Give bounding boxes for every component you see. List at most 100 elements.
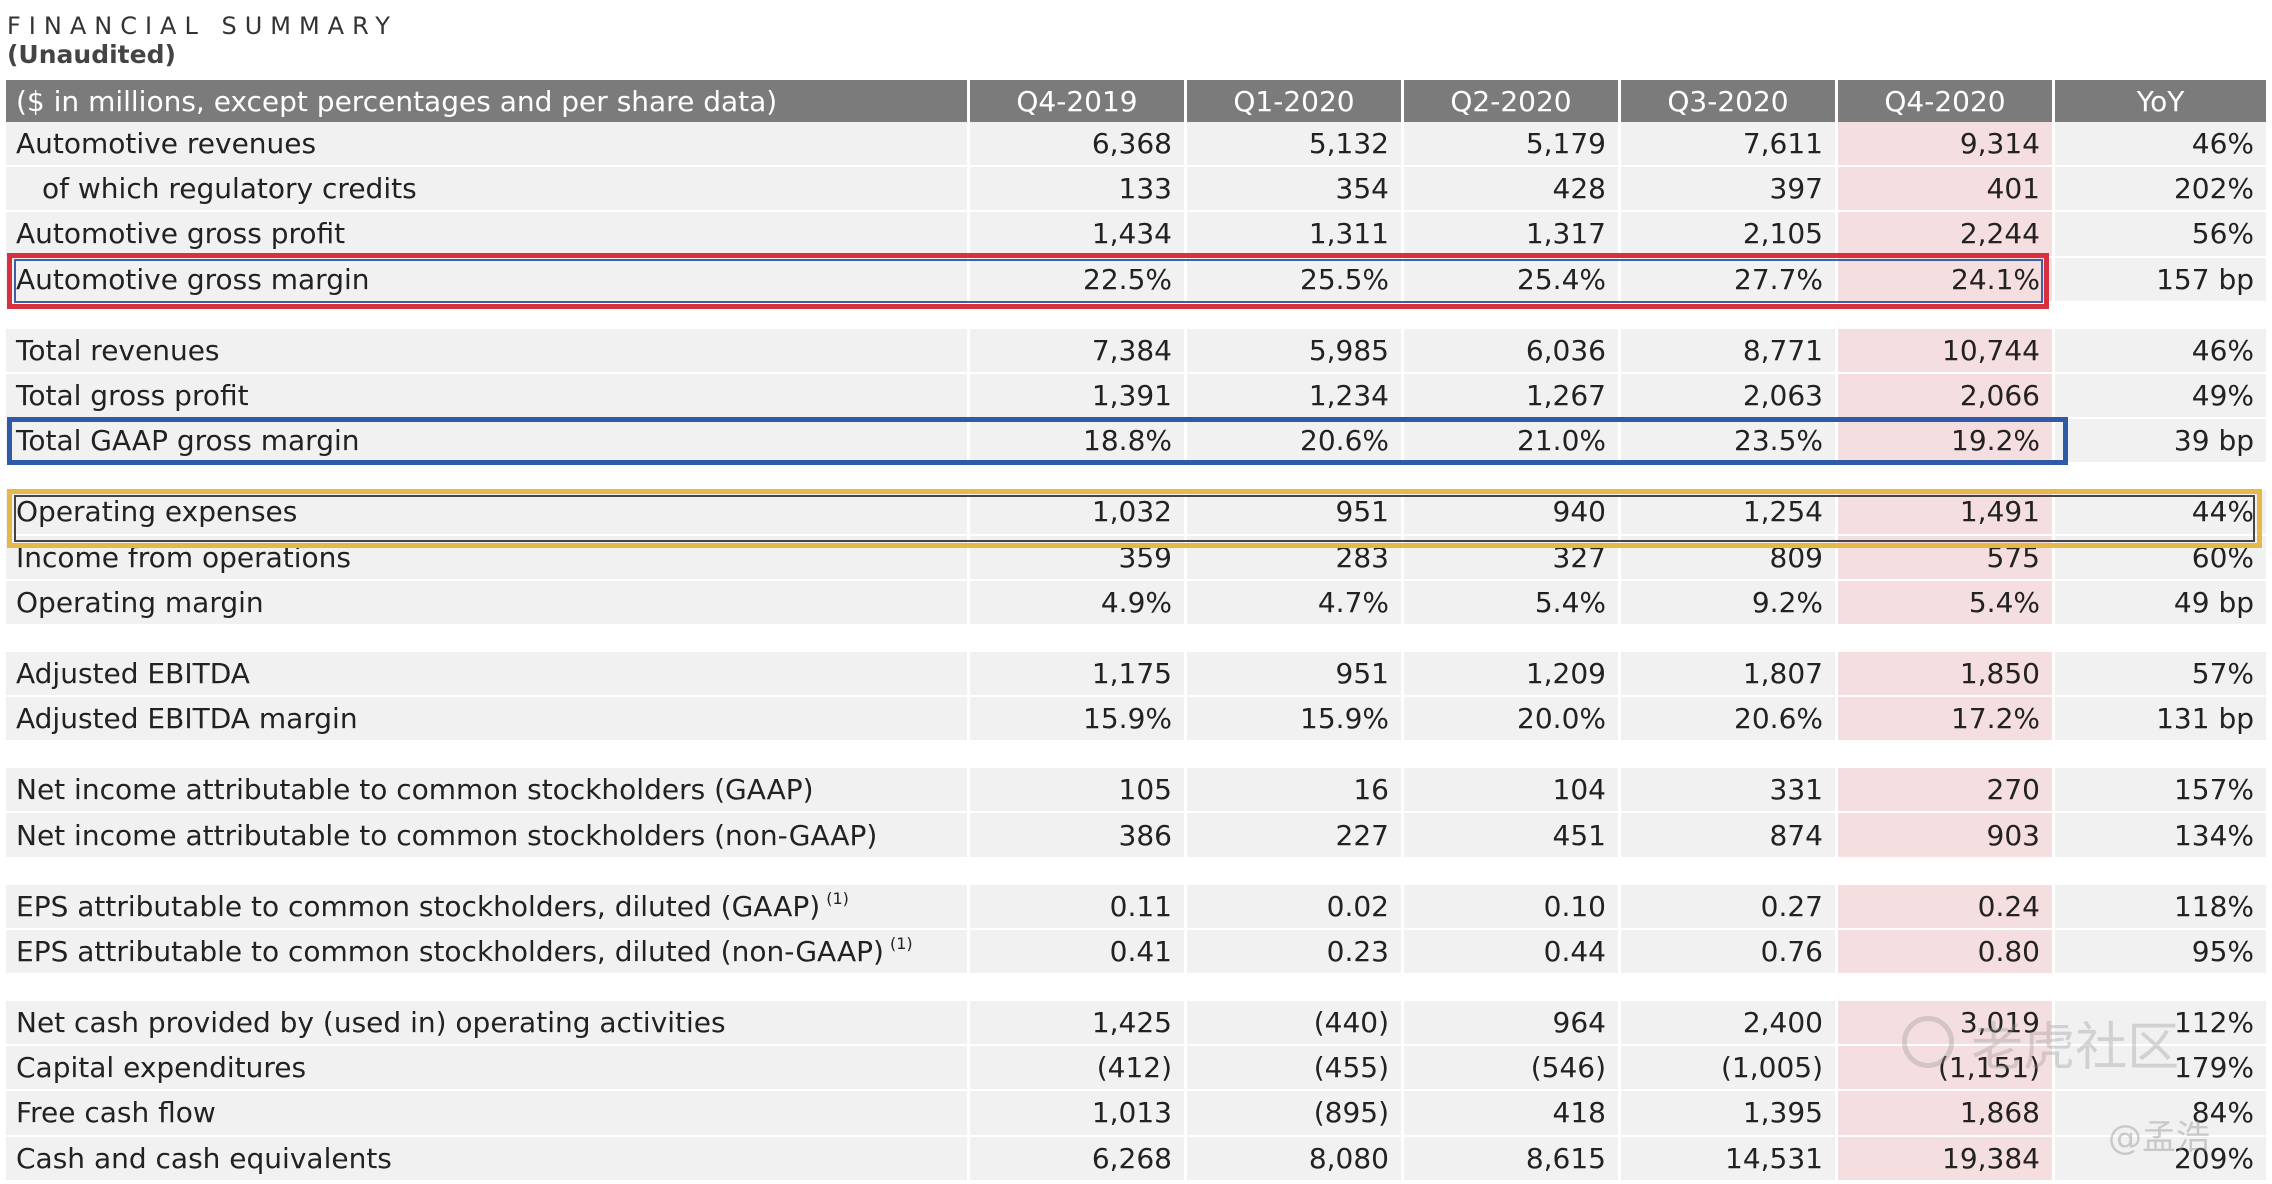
cell-q1-2020: 354 xyxy=(1184,167,1401,213)
table-row: Cash and cash equivalents 6,268 8,080 8,615… xyxy=(6,1136,2266,1182)
row-label-text: Net income attributable to common stockh… xyxy=(16,773,814,807)
cell-q4-2019: 6,268 xyxy=(967,1136,1184,1182)
table-header: ($ in millions, except percentages and p… xyxy=(6,80,2266,122)
cell-q4-2019: 1,032 xyxy=(967,490,1184,536)
row-label-text: of which regulatory credits xyxy=(42,172,417,206)
table-row: Total revenues 7,384 5,985 6,036 8,771 10,744… xyxy=(6,328,2266,374)
row-label: Automotive gross profit xyxy=(6,212,967,258)
cell-yoy: 131 bp xyxy=(2052,697,2266,743)
cell-q3-2020: 9.2% xyxy=(1618,580,1835,626)
cell-q1-2020: 227 xyxy=(1184,813,1401,859)
row-label-text: Total revenues xyxy=(16,333,220,367)
cell-q4-2019: 1,391 xyxy=(967,373,1184,420)
table-row: Total GAAP gross margin 18.8% 20.6% 21.0% 23… xyxy=(6,419,2266,465)
cell-q4-2020: 1,850 xyxy=(1835,651,2052,698)
row-label-text: EPS attributable to common stockholders,… xyxy=(16,934,884,968)
table-row: Adjusted EBITDA margin 15.9% 15.9% 20.0% 20.… xyxy=(6,697,2266,743)
row-group-gap xyxy=(6,975,2266,1001)
cell-yoy: 179% xyxy=(2052,1046,2266,1092)
cell-q4-2020: 9,314 xyxy=(1835,122,2052,168)
cell-q4-2020: 1,491 xyxy=(1835,490,2052,536)
cell-q4-2020: 2,066 xyxy=(1835,373,2052,420)
table-row: Total gross profit 1,391 1,234 1,267 2,063 2,… xyxy=(6,373,2266,420)
cell-q3-2020: 8,771 xyxy=(1618,328,1835,374)
cell-q1-2020: 951 xyxy=(1184,651,1401,698)
row-label: of which regulatory credits xyxy=(6,167,967,213)
cell-q4-2020: 0.80 xyxy=(1835,929,2052,975)
header-yoy: YoY xyxy=(2052,80,2266,122)
cell-q4-2019: 0.41 xyxy=(967,929,1184,975)
cell-q4-2020: 19,384 xyxy=(1835,1136,2052,1182)
cell-q4-2019: 15.9% xyxy=(967,697,1184,743)
table-row: EPS attributable to common stockholders,… xyxy=(6,884,2266,930)
cell-q2-2020: 6,036 xyxy=(1401,328,1618,374)
cell-q4-2020: 0.24 xyxy=(1835,884,2052,930)
row-label: Net cash provided by (used in) operating… xyxy=(6,1001,967,1047)
cell-q4-2020: 575 xyxy=(1835,535,2052,581)
cell-yoy: 95% xyxy=(2052,929,2266,975)
table-row: Net cash provided by (used in) operating… xyxy=(6,1001,2266,1047)
header-q1-2020: Q1-2020 xyxy=(1184,80,1401,122)
cell-yoy: 44% xyxy=(2052,490,2266,536)
cell-q3-2020: 331 xyxy=(1618,768,1835,814)
cell-q3-2020: 2,105 xyxy=(1618,212,1835,258)
cell-q3-2020: 27.7% xyxy=(1618,257,1835,303)
cell-q2-2020: 104 xyxy=(1401,768,1618,814)
cell-yoy: 46% xyxy=(2052,328,2266,374)
table-row: Automotive revenues 6,368 5,132 5,179 7,611 9… xyxy=(6,122,2266,168)
row-label: Operating margin xyxy=(6,580,967,626)
table-row: Capital expenditures (412) (455) (546) (1,00… xyxy=(6,1046,2266,1092)
cell-q2-2020: 5,179 xyxy=(1401,122,1618,168)
row-label-text: EPS attributable to common stockholders,… xyxy=(16,889,821,923)
row-label-text: Adjusted EBITDA xyxy=(16,656,250,690)
row-group-gap xyxy=(6,464,2266,490)
cell-q4-2019: 1,175 xyxy=(967,651,1184,698)
row-label: EPS attributable to common stockholders,… xyxy=(6,884,967,930)
cell-q1-2020: 1,311 xyxy=(1184,212,1401,258)
cell-q3-2020: 2,400 xyxy=(1618,1001,1835,1047)
cell-q3-2020: 7,611 xyxy=(1618,122,1835,168)
cell-q1-2020: (895) xyxy=(1184,1091,1401,1137)
cell-q4-2020: 10,744 xyxy=(1835,328,2052,374)
cell-q2-2020: 964 xyxy=(1401,1001,1618,1047)
watermark-text: 老虎社区 xyxy=(1971,1018,2180,1078)
row-label-text: Automotive gross profit xyxy=(16,217,346,251)
table-row: Adjusted EBITDA 1,175 951 1,209 1,807 1,850 57… xyxy=(6,651,2266,698)
cell-q3-2020: 397 xyxy=(1618,167,1835,213)
row-label-text: Cash and cash equivalents xyxy=(16,1141,392,1175)
row-group-gap xyxy=(6,859,2266,885)
cell-q4-2019: 4.9% xyxy=(967,580,1184,626)
row-label: Income from operations xyxy=(6,535,967,581)
page-title: FINANCIAL SUMMARY xyxy=(7,12,398,40)
row-label-text: Net cash provided by (used in) operating… xyxy=(16,1006,726,1040)
cell-q2-2020: 5.4% xyxy=(1401,580,1618,626)
row-label-text: Operating margin xyxy=(16,585,264,619)
cell-q4-2020: 17.2% xyxy=(1835,697,2052,743)
cell-q3-2020: (1,005) xyxy=(1618,1046,1835,1092)
watermark-author: @孟浩 xyxy=(2108,1118,2210,1158)
cell-yoy: 39 bp xyxy=(2052,419,2266,465)
cell-q4-2019: 105 xyxy=(967,768,1184,814)
cell-q1-2020: 16 xyxy=(1184,768,1401,814)
row-label-text: Total GAAP gross margin xyxy=(16,424,360,458)
row-label: EPS attributable to common stockholders,… xyxy=(6,929,967,975)
table-row: EPS attributable to common stockholders,… xyxy=(6,929,2266,975)
cell-q3-2020: 20.6% xyxy=(1618,697,1835,743)
cell-q3-2020: 874 xyxy=(1618,813,1835,859)
cell-q2-2020: 428 xyxy=(1401,167,1618,213)
cell-q2-2020: 20.0% xyxy=(1401,697,1618,743)
cell-q4-2019: 133 xyxy=(967,167,1184,213)
cell-q4-2020: 5.4% xyxy=(1835,580,2052,626)
cell-q2-2020: 327 xyxy=(1401,535,1618,581)
cell-yoy: 56% xyxy=(2052,212,2266,258)
table-row: Free cash flow 1,013 (895) 418 1,395 1,868 84% xyxy=(6,1091,2266,1137)
row-group-gap xyxy=(6,626,2266,652)
cell-yoy: 57% xyxy=(2052,651,2266,698)
cell-q1-2020: (455) xyxy=(1184,1046,1401,1092)
cell-yoy: 134% xyxy=(2052,813,2266,859)
watermark-logo-icon xyxy=(1902,1016,1954,1068)
cell-q4-2020: 24.1% xyxy=(1835,257,2052,303)
header-q4-2020: Q4-2020 xyxy=(1835,80,2052,122)
cell-q4-2020: 2,244 xyxy=(1835,212,2052,258)
cell-q2-2020: 0.10 xyxy=(1401,884,1618,930)
